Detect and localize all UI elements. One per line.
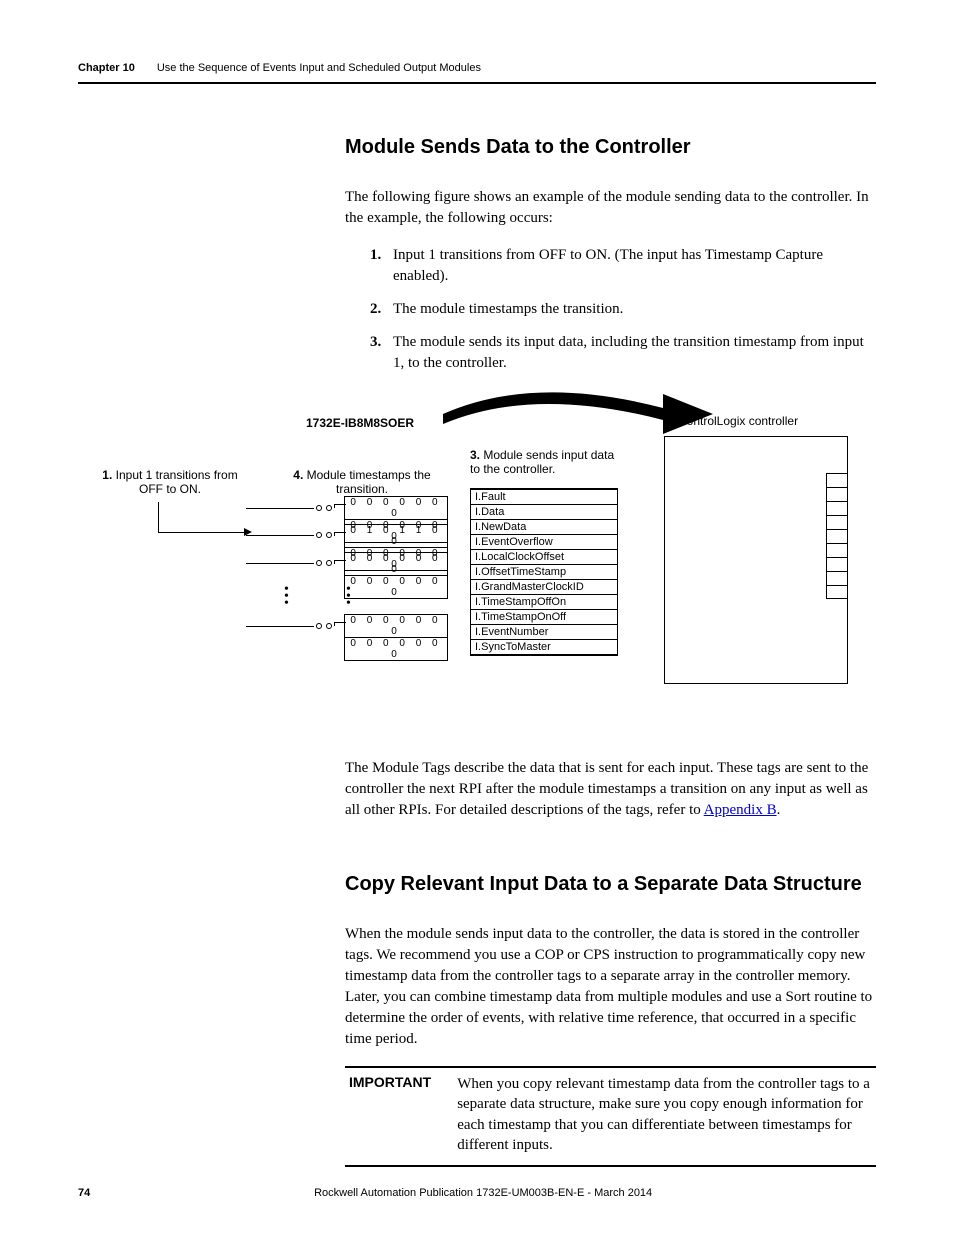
input-line	[246, 560, 332, 566]
controller-slots	[826, 473, 848, 599]
table-row: I.TimeStampOffOn	[471, 595, 617, 610]
chapter-title: Use the Sequence of Events Input and Sch…	[157, 62, 481, 74]
table-row: I.NewData	[471, 520, 617, 535]
table-row: I.Fault	[471, 490, 617, 505]
callout-3: 3. Module sends input data to the contro…	[470, 448, 620, 476]
module-data-diagram: 1732E-IB8M8SOER 1. Input 1 transitions f…	[78, 392, 876, 702]
section-heading-1: Module Sends Data to the Controller	[345, 136, 876, 159]
controller-box	[664, 436, 848, 684]
table-row: I.Data	[471, 505, 617, 520]
timestamp-block: 0 0 0 0 0 0 0 0 0 0 0 0 0 0	[344, 614, 448, 661]
table-row: I.SyncToMaster	[471, 640, 617, 654]
list-item: The module timestamps the transition.	[385, 299, 876, 320]
input-line	[246, 532, 332, 538]
section1-after-diagram: The Module Tags describe the data that i…	[345, 758, 876, 821]
table-row: I.EventNumber	[471, 625, 617, 640]
chapter-label: Chapter 10	[78, 62, 135, 74]
vertical-dots-icon: •••	[346, 586, 351, 607]
table-row: I.GrandMasterClockID	[471, 580, 617, 595]
table-row: I.TimeStampOnOff	[471, 610, 617, 625]
callout-1: 1. Input 1 transitions from OFF to ON.	[100, 468, 240, 496]
table-row: I.OffsetTimeStamp	[471, 565, 617, 580]
table-row: I.LocalClockOffset	[471, 550, 617, 565]
callout-line	[158, 502, 159, 532]
section2-body: When the module sends input data to the …	[345, 924, 876, 1050]
important-box: IMPORTANT When you copy relevant timesta…	[345, 1066, 876, 1167]
callout-4: 4. Module timestamps the transition.	[292, 468, 432, 496]
important-label: IMPORTANT	[349, 1074, 431, 1155]
section-heading-2: Copy Relevant Input Data to a Separate D…	[345, 873, 876, 896]
footer-text: Rockwell Automation Publication 1732E-UM…	[90, 1187, 876, 1199]
vertical-dots-icon: •••	[284, 586, 289, 607]
callout-line	[158, 532, 246, 533]
appendix-link[interactable]: Appendix B	[704, 802, 777, 818]
list-item: The module sends its input data, includi…	[385, 332, 876, 374]
module-label: 1732E-IB8M8SOER	[306, 416, 414, 430]
list-item: Input 1 transitions from OFF to ON. (The…	[385, 245, 876, 287]
header-rule	[78, 82, 876, 84]
section1-list: Input 1 transitions from OFF to ON. (The…	[345, 245, 876, 374]
page-number: 74	[78, 1187, 90, 1199]
controller-label: ControlLogix controller	[678, 414, 798, 428]
section1-intro: The following figure shows an example of…	[345, 187, 876, 229]
input-line	[246, 623, 332, 629]
table-row: I.EventOverflow	[471, 535, 617, 550]
tag-table: I.Fault I.Data I.NewData I.EventOverflow…	[470, 488, 618, 656]
timestamp-block: 0 0 0 0 0 0 0 0 0 0 0 0 0 0	[344, 552, 448, 599]
data-flow-arrow-icon	[433, 380, 733, 440]
input-line	[246, 505, 332, 511]
important-text: When you copy relevant timestamp data fr…	[457, 1074, 872, 1155]
